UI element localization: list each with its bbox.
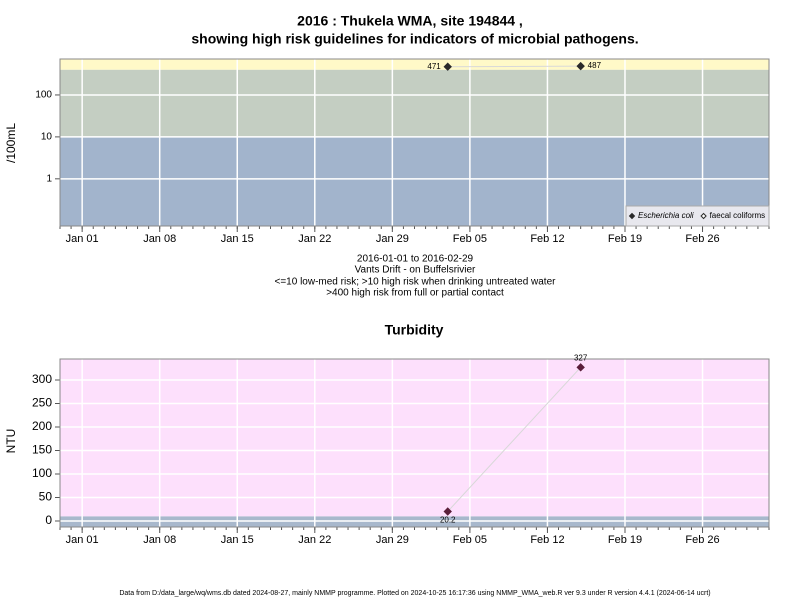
data-point xyxy=(443,62,452,71)
data-point xyxy=(443,507,452,516)
y-tick-label: 200 xyxy=(32,419,52,433)
x-tick-label: Feb 19 xyxy=(608,233,642,245)
plot-border xyxy=(59,58,770,227)
y-tick-label: 1 xyxy=(46,173,52,184)
x-tick-label: Feb 12 xyxy=(530,534,564,546)
risk-band xyxy=(60,69,769,137)
data-label: 20.2 xyxy=(440,516,456,525)
x-tick-label: Jan 08 xyxy=(143,534,176,546)
data-point xyxy=(576,363,585,372)
chart-title: showing high risk guidelines for indicat… xyxy=(191,31,638,47)
subtitle: 2016-01-01 to 2016-02-29 xyxy=(357,254,474,265)
chart-title: 2016 : Thukela WMA, site 194844 , xyxy=(297,13,523,29)
subtitle: Vants Drift - on Buffelsrivier xyxy=(355,265,476,276)
y-tick-label: 100 xyxy=(32,466,52,480)
data-label: 471 xyxy=(427,62,441,71)
plot-border xyxy=(59,358,770,528)
data-label: 327 xyxy=(574,353,588,362)
x-tick-label: Feb 12 xyxy=(530,233,564,245)
x-tick-label: Feb 26 xyxy=(685,233,719,245)
y-axis-label: /100mL xyxy=(4,123,18,163)
x-tick-label: Feb 05 xyxy=(453,233,487,245)
legend-marker xyxy=(700,212,707,220)
subtitle: >400 high risk from full or partial cont… xyxy=(326,288,504,299)
subtitle: <=10 low-med risk; >10 high risk when dr… xyxy=(275,277,557,288)
risk-band xyxy=(60,359,769,517)
data-point xyxy=(576,61,585,71)
legend-box xyxy=(625,205,770,227)
x-tick-label: Jan 01 xyxy=(66,233,99,245)
footer: Data from D:/data_large/wq/wms.db dated … xyxy=(119,590,710,597)
legend-marker xyxy=(628,212,636,220)
y-tick-label: 250 xyxy=(32,396,52,410)
x-tick-label: Feb 05 xyxy=(453,534,487,546)
chart-title: Turbidity xyxy=(385,322,444,338)
x-tick-label: Feb 19 xyxy=(608,534,642,546)
legend-label: Escherichia coli xyxy=(638,211,694,220)
data-label: 487 xyxy=(588,61,602,70)
legend-label: faecal coliforms xyxy=(710,211,766,220)
x-tick-label: Jan 15 xyxy=(221,233,254,245)
x-tick-label: Jan 22 xyxy=(298,534,331,546)
series-line xyxy=(447,65,581,68)
x-tick-label: Jan 01 xyxy=(66,534,99,546)
x-tick-label: Jan 29 xyxy=(376,534,409,546)
y-tick-label: 0 xyxy=(45,513,52,527)
x-tick-label: Jan 15 xyxy=(221,534,254,546)
risk-band xyxy=(60,59,769,70)
x-tick-label: Jan 29 xyxy=(376,233,409,245)
y-tick-label: 10 xyxy=(41,132,53,143)
y-tick-label: 300 xyxy=(32,372,52,386)
y-axis-label: NTU xyxy=(4,429,18,454)
x-tick-label: Jan 08 xyxy=(143,233,176,245)
y-tick-label: 150 xyxy=(32,443,52,457)
x-tick-label: Feb 26 xyxy=(685,534,719,546)
series-line xyxy=(447,366,582,512)
x-tick-label: Jan 22 xyxy=(298,233,331,245)
y-tick-label: 50 xyxy=(39,490,53,504)
y-tick-label: 100 xyxy=(35,90,52,101)
